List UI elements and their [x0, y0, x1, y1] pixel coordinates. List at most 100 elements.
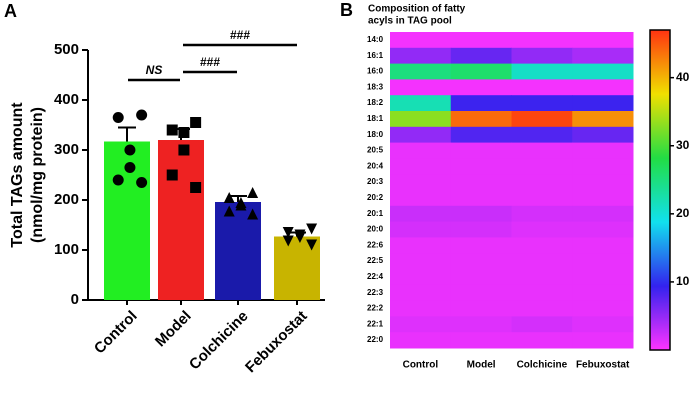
column-label: Model	[467, 360, 496, 371]
data-point	[136, 109, 148, 121]
y-tick-label: 400	[54, 91, 79, 108]
heatmap-cell	[572, 316, 634, 333]
row-label: 20:2	[367, 193, 384, 202]
row-label: 20:5	[367, 146, 384, 155]
heatmap-cell	[450, 205, 512, 223]
heatmap-cell	[390, 269, 452, 286]
heatmap-cell	[572, 111, 634, 128]
colorbar-tick-label: 30	[676, 138, 690, 152]
row-label: 16:0	[367, 67, 384, 76]
heatmap-cell	[511, 253, 573, 270]
data-point	[166, 124, 178, 136]
data-point	[223, 205, 235, 217]
heatmap-cell	[572, 142, 634, 159]
heatmap-cell	[390, 300, 452, 317]
data-point	[190, 182, 202, 193]
row-label: 16:1	[367, 51, 384, 60]
heatmap-cell	[511, 95, 573, 112]
heatmap-cell	[450, 190, 512, 207]
heatmap-cell	[390, 32, 452, 49]
error-bar	[118, 126, 136, 142]
column-label: Colchicine	[517, 360, 568, 371]
heatmap-cell	[450, 142, 512, 159]
data-point	[235, 199, 247, 211]
data-point	[223, 192, 235, 203]
row-label: 20:1	[367, 209, 384, 218]
heatmap-cell	[511, 205, 573, 223]
heatmap-cell	[572, 63, 634, 80]
significance-label: NS	[146, 63, 163, 77]
x-tick-label: Febuxostat	[242, 308, 311, 377]
row-label: 22:4	[367, 272, 384, 281]
heatmap-cell	[390, 63, 452, 80]
row-label: 18:1	[367, 114, 384, 123]
heatmap-cell	[572, 126, 634, 144]
data-point	[247, 187, 259, 198]
row-label: 20:0	[367, 225, 384, 234]
heatmap-cell	[450, 95, 512, 112]
data-point	[306, 223, 318, 235]
heatmap-cell	[511, 126, 573, 144]
heatmap-cell	[450, 79, 512, 96]
panel-letter: A	[4, 1, 17, 21]
heatmap-cell	[450, 269, 512, 286]
heatmap-cell	[450, 253, 512, 270]
heatmap-cell	[390, 332, 452, 349]
data-point	[124, 144, 136, 156]
heatmap-cell	[390, 253, 452, 270]
row-label: 22:2	[367, 304, 384, 313]
column-label: Febuxostat	[576, 360, 630, 371]
data-point	[282, 235, 294, 247]
heatmap-cell	[390, 111, 452, 128]
heatmap-cell	[511, 221, 573, 238]
y-tick-label: 100	[54, 241, 79, 258]
colorbar	[649, 29, 671, 351]
heatmap-cell	[390, 221, 452, 238]
row-label: 18:2	[367, 98, 384, 107]
error-bar	[229, 195, 247, 202]
heatmap-cell	[450, 332, 512, 349]
heatmap-cell	[450, 221, 512, 238]
y-tick-label: 500	[54, 41, 79, 58]
significance-label: ###	[200, 55, 220, 69]
significance-label: ###	[230, 28, 250, 42]
row-label: 18:0	[367, 130, 384, 139]
heatmap-cell	[511, 316, 573, 333]
data-point	[190, 117, 202, 128]
data-point	[124, 162, 136, 173]
data-point	[247, 208, 259, 220]
chart-title: acyls in TAG pool	[368, 16, 452, 27]
heatmap-cell	[572, 332, 634, 349]
column-label: Control	[403, 360, 439, 371]
heatmap-cell	[572, 174, 634, 191]
heatmap-cell	[572, 190, 634, 207]
data-point	[282, 227, 294, 238]
heatmap-cell	[572, 221, 634, 238]
heatmap-cell	[572, 79, 634, 96]
heatmap-cell	[450, 316, 512, 333]
heatmap-cell	[511, 237, 573, 254]
heatmap-cell	[390, 47, 452, 65]
row-label: 22:6	[367, 240, 384, 249]
heatmap-cell	[390, 142, 452, 159]
heatmap-cell	[390, 316, 452, 333]
heatmap-cell	[511, 332, 573, 349]
heatmap-cell	[390, 205, 452, 223]
row-label: 14:0	[367, 35, 384, 44]
y-tick-label: 300	[54, 141, 79, 158]
data-point	[166, 169, 178, 181]
bar	[158, 140, 204, 300]
heatmap-cell	[450, 284, 512, 302]
heatmap-cell	[390, 174, 452, 191]
data-point	[306, 239, 318, 251]
heatmap-cell	[390, 284, 452, 302]
row-label: 22:0	[367, 335, 384, 344]
chart-title: Composition of fatty	[368, 4, 466, 15]
heatmap-cell	[390, 79, 452, 96]
heatmap-cell	[572, 284, 634, 302]
colorbar-tick-label: 20	[676, 206, 690, 220]
row-label: 18:3	[367, 82, 384, 91]
heatmap-cell	[511, 32, 573, 49]
heatmap-cell	[511, 111, 573, 128]
